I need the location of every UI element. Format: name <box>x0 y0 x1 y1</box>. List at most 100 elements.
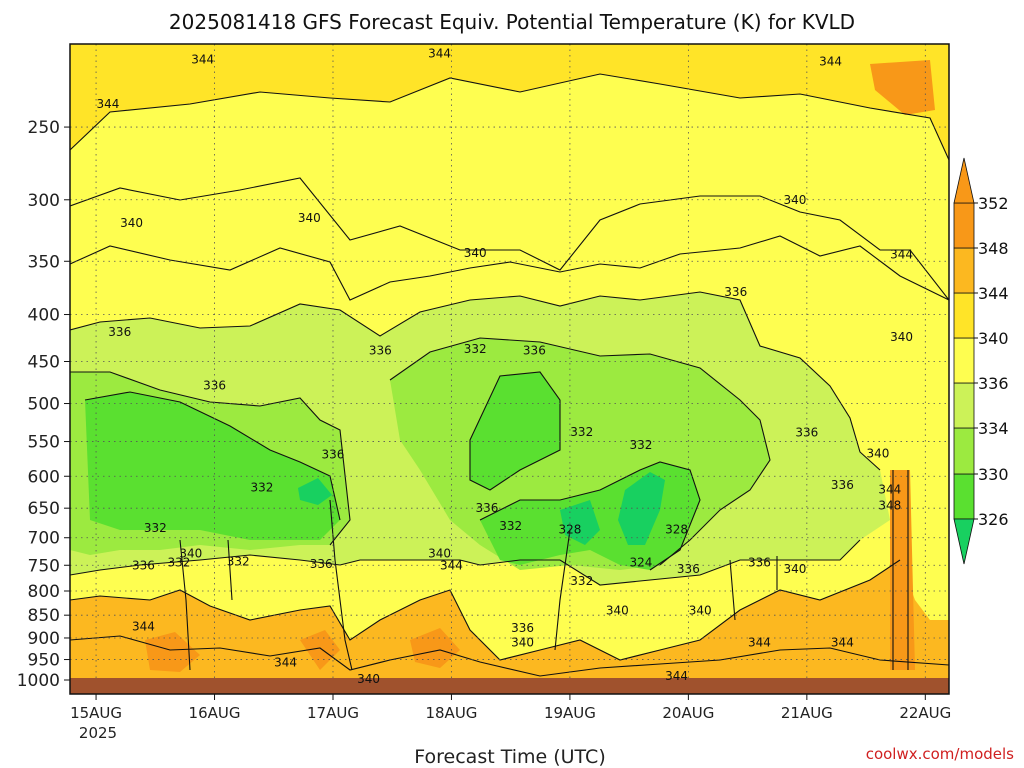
contour-label: 340 <box>357 672 380 686</box>
x-tick-label: 16AUG <box>189 704 241 722</box>
colorbar-tick-label: 334 <box>978 419 1009 438</box>
contour-label: 332 <box>630 438 653 452</box>
x-axis: 15AUG 16AUG 17AUG 18AUG 19AUG 20AUG 21AUG 22AUG <box>70 694 951 722</box>
contour-label: 332 <box>464 342 487 356</box>
contour-label: 344 <box>191 52 214 66</box>
contour-label: 344 <box>878 482 901 496</box>
contour-label: 332 <box>168 556 191 570</box>
contour-label: 340 <box>866 447 889 461</box>
colorbar-tick-label: 352 <box>978 194 1009 213</box>
green-band <box>85 372 700 570</box>
y-tick-label: 300 <box>28 191 60 211</box>
contour-label: 332 <box>227 555 250 569</box>
x-tick-label: 15AUG <box>70 704 122 722</box>
contour-label: 344 <box>890 247 913 261</box>
contour-label: 340 <box>890 330 913 344</box>
ground-surface <box>70 678 949 694</box>
contour-label: 336 <box>724 285 747 299</box>
contour-label: 336 <box>369 344 392 358</box>
colorbar-segment <box>953 337 975 384</box>
y-axis: 250 300 350 400 450 500 550 600 650 700 750 800 850 9… <box>17 118 70 691</box>
colorbar-tick-label: 340 <box>978 329 1009 348</box>
contour-label: 336 <box>795 426 818 440</box>
contour-label: 340 <box>689 603 712 617</box>
contour-label: 332 <box>250 480 273 494</box>
contour-label: 332 <box>570 574 593 588</box>
credit-text: coolwx.com/models <box>866 745 1014 763</box>
y-tick-label: 450 <box>28 353 60 373</box>
colorbar-segment <box>953 202 975 249</box>
y-tick-label: 400 <box>28 306 60 326</box>
y-tick-label: 250 <box>28 118 60 138</box>
contour-label: 328 <box>665 523 688 537</box>
contour-label: 344 <box>132 620 155 634</box>
colorbar-bottom-arrow <box>953 518 975 565</box>
contour-label: 336 <box>108 325 131 339</box>
x-tick-label: 20AUG <box>662 704 714 722</box>
x-tick-label: 22AUG <box>899 704 951 722</box>
contour-label: 336 <box>203 379 226 393</box>
y-tick-label: 700 <box>28 529 60 549</box>
contour-label: 328 <box>558 523 581 537</box>
contour-label: 332 <box>144 521 167 535</box>
contour-label: 336 <box>748 556 771 570</box>
colorbar-tick-label: 330 <box>978 465 1009 484</box>
y-tick-label: 500 <box>28 395 60 415</box>
chart-title: 2025081418 GFS Forecast Equiv. Potential… <box>169 10 855 34</box>
contour-label: 340 <box>179 546 202 560</box>
orange-low-level-band <box>70 560 949 680</box>
contour-label: 336 <box>511 621 534 635</box>
y-tick-label: 800 <box>28 582 60 602</box>
y-tick-label: 350 <box>28 252 60 272</box>
y-tick-label: 1000 <box>17 671 60 691</box>
grid-layer <box>70 44 949 680</box>
x-tick-label: 18AUG <box>425 704 477 722</box>
y-tick-label: 750 <box>28 556 60 576</box>
colorbar: 352 348 344 340 336 334 330 326 <box>953 157 1009 565</box>
colorbar-tick-label: 348 <box>978 239 1009 258</box>
colorbar-segment <box>953 382 975 429</box>
contour-label: 340 <box>298 211 321 225</box>
x-tick-label: 17AUG <box>307 704 359 722</box>
contour-label: 332 <box>499 519 522 533</box>
contour-label: 344 <box>819 54 842 68</box>
contour-label: 344 <box>831 635 854 649</box>
contour-label: 340 <box>784 562 807 576</box>
x-tick-label: 21AUG <box>781 704 833 722</box>
x-tick-label: 19AUG <box>544 704 596 722</box>
y-tick-label: 650 <box>28 499 60 519</box>
plot-area <box>70 44 949 694</box>
contour-label: 340 <box>464 246 487 260</box>
contour-label: 344 <box>748 635 771 649</box>
deep-green-core <box>298 472 665 545</box>
colorbar-top-arrow <box>953 157 975 204</box>
contour-label: 336 <box>310 557 333 571</box>
colorbar-segment <box>953 247 975 294</box>
contour-label: 340 <box>511 635 534 649</box>
contour-label: 336 <box>523 344 546 358</box>
colorbar-tick-label: 336 <box>978 374 1009 393</box>
x-axis-label: Forecast Time (UTC) <box>414 746 605 768</box>
contour-label: 324 <box>630 556 653 570</box>
contour-label: 344 <box>428 47 451 61</box>
colorbar-segment <box>953 473 975 520</box>
y-tick-label: 850 <box>28 606 60 626</box>
plot-frame <box>69 43 950 695</box>
y-tick-label: 900 <box>28 629 60 649</box>
contour-label: 344 <box>440 558 463 572</box>
contour-label: 336 <box>322 447 345 461</box>
contour-label: 344 <box>274 655 297 669</box>
contour-label: 348 <box>878 499 901 513</box>
contour-label: 332 <box>570 425 593 439</box>
y-tick-label: 600 <box>28 467 60 487</box>
contour-label: 340 <box>784 193 807 207</box>
colorbar-tick-label: 326 <box>978 510 1009 529</box>
contour-label: 336 <box>831 478 854 492</box>
contour-lines <box>70 73 949 677</box>
y-tick-label: 550 <box>28 433 60 453</box>
colorbar-segment <box>953 292 975 339</box>
colorbar-segment <box>953 427 975 475</box>
contour-label: 336 <box>476 501 499 515</box>
